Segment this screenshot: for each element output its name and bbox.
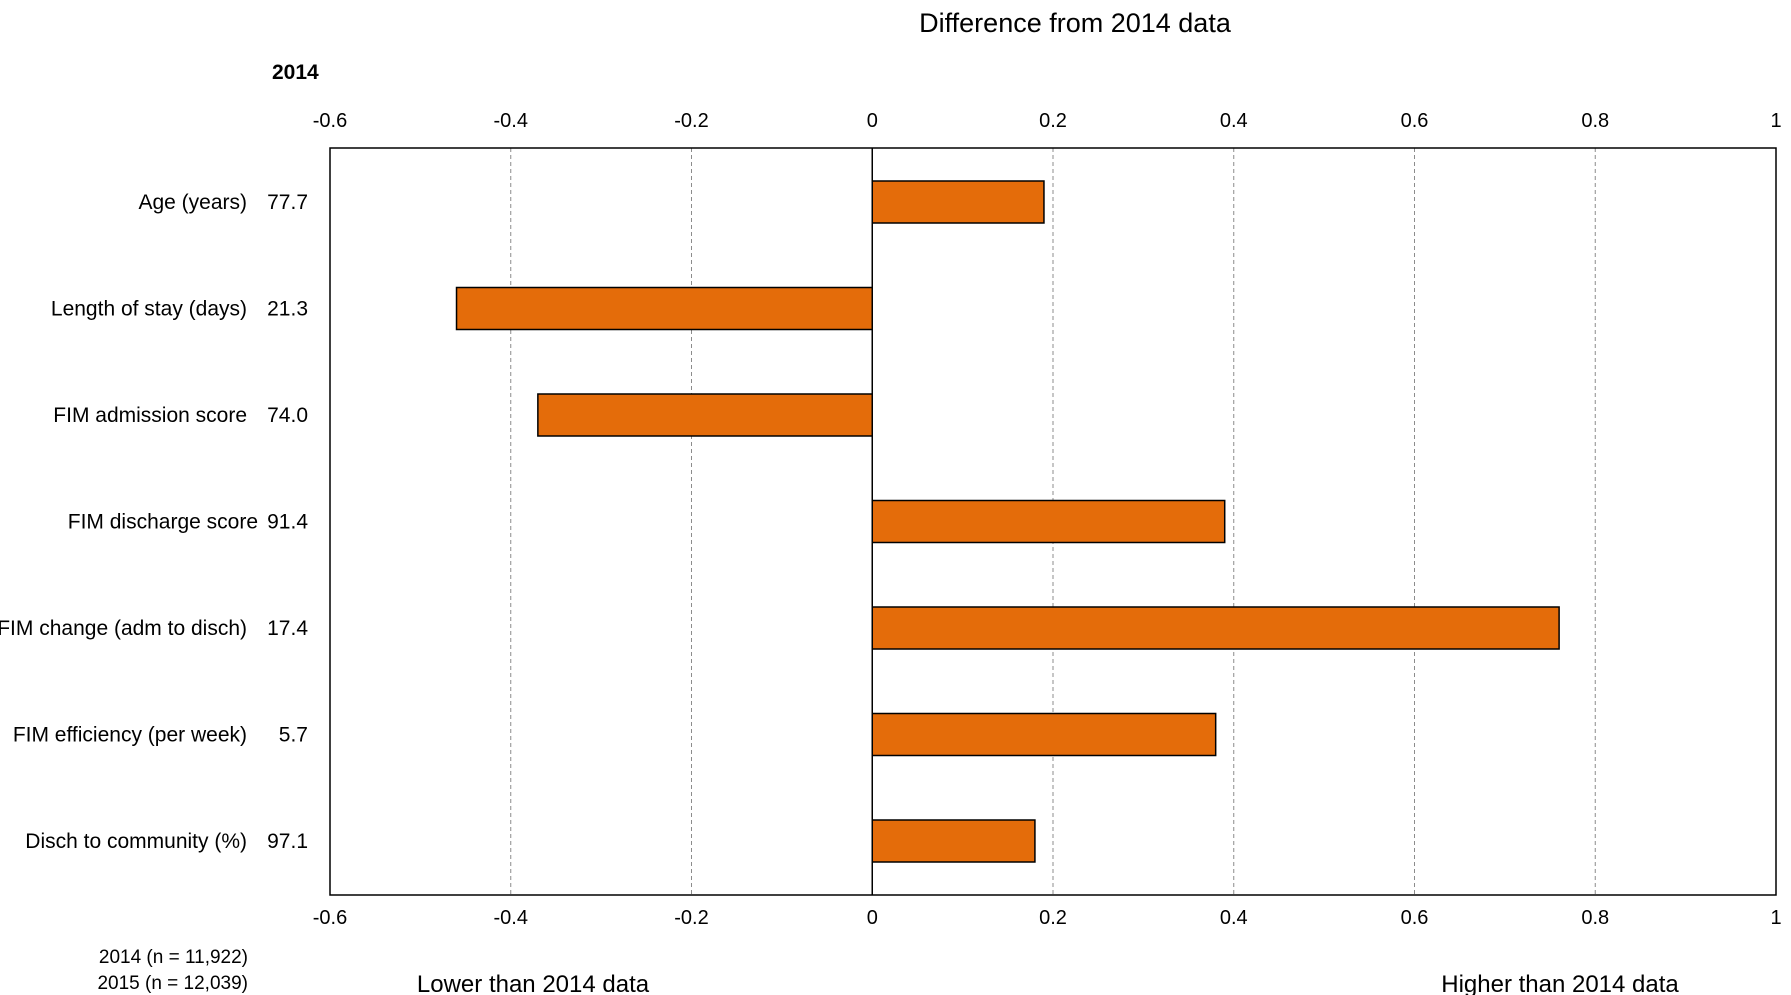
higher-label: Higher than 2014 data bbox=[1441, 971, 1679, 995]
category-label: Disch to community (%) bbox=[25, 830, 247, 853]
bottom-tick-label: 0 bbox=[867, 907, 878, 929]
top-tick-label: 0.6 bbox=[1401, 110, 1429, 132]
bar bbox=[537, 393, 873, 437]
baseline-value: 74.0 bbox=[267, 404, 308, 427]
category-labels: Age (years) Length of stay (days) FIM admi… bbox=[0, 191, 258, 853]
plot-frame bbox=[329, 147, 1777, 896]
bars bbox=[455, 180, 1560, 863]
top-tick-label: -0.6 bbox=[313, 110, 347, 132]
bar bbox=[871, 499, 1226, 544]
baseline-value: 5.7 bbox=[279, 724, 308, 747]
category-label: FIM discharge score bbox=[68, 511, 258, 534]
baseline-value: 91.4 bbox=[267, 511, 308, 534]
category-label: Age (years) bbox=[138, 191, 247, 214]
bar bbox=[871, 712, 1217, 757]
top-tick-label: 0.2 bbox=[1039, 110, 1067, 132]
bottom-tick-label: -0.6 bbox=[313, 907, 347, 929]
bottom-tick-label: -0.4 bbox=[494, 907, 528, 929]
category-label: Length of stay (days) bbox=[51, 298, 247, 321]
bar bbox=[455, 286, 873, 331]
baseline-value: 77.7 bbox=[267, 191, 308, 214]
top-tick-label: 0.4 bbox=[1220, 110, 1248, 132]
category-label: FIM admission score bbox=[53, 404, 247, 427]
chart-title: Difference from 2014 data bbox=[919, 8, 1232, 38]
bar bbox=[871, 606, 1560, 650]
top-tick-label: -0.2 bbox=[674, 110, 708, 132]
bottom-tick-label: 0.2 bbox=[1039, 907, 1067, 929]
category-label: FIM efficiency (per week) bbox=[13, 724, 247, 747]
top-tick-label: 0 bbox=[867, 110, 878, 132]
category-label: FIM change (adm to disch) bbox=[0, 617, 247, 640]
year-heading: 2014 bbox=[272, 61, 319, 84]
baseline-value: 97.1 bbox=[267, 830, 308, 853]
baseline-values: 77.7 21.3 74.0 91.4 17.4 5.7 97.1 bbox=[267, 191, 308, 853]
note-2014: 2014 (n = 11,922) bbox=[99, 947, 248, 968]
bar bbox=[871, 180, 1045, 224]
bar bbox=[871, 819, 1036, 863]
bottom-tick-label: 0.4 bbox=[1220, 907, 1248, 929]
top-tick-label: 1 bbox=[1770, 110, 1781, 132]
bottom-tick-label: -0.2 bbox=[674, 907, 708, 929]
baseline-value: 21.3 bbox=[267, 298, 308, 321]
top-tick-label: -0.4 bbox=[494, 110, 528, 132]
bottom-tick-label: 0.6 bbox=[1401, 907, 1429, 929]
note-2015: 2015 (n = 12,039) bbox=[97, 973, 248, 994]
lower-label: Lower than 2014 data bbox=[417, 971, 650, 995]
top-axis-ticks: -0.6 -0.4 -0.2 0 0.2 0.4 0.6 0.8 1 bbox=[313, 110, 1782, 132]
bottom-axis-ticks: -0.6 -0.4 -0.2 0 0.2 0.4 0.6 0.8 1 bbox=[313, 907, 1782, 929]
bottom-tick-label: 1 bbox=[1770, 907, 1781, 929]
bottom-tick-label: 0.8 bbox=[1581, 907, 1609, 929]
top-tick-label: 0.8 bbox=[1581, 110, 1609, 132]
baseline-value: 17.4 bbox=[267, 617, 308, 640]
